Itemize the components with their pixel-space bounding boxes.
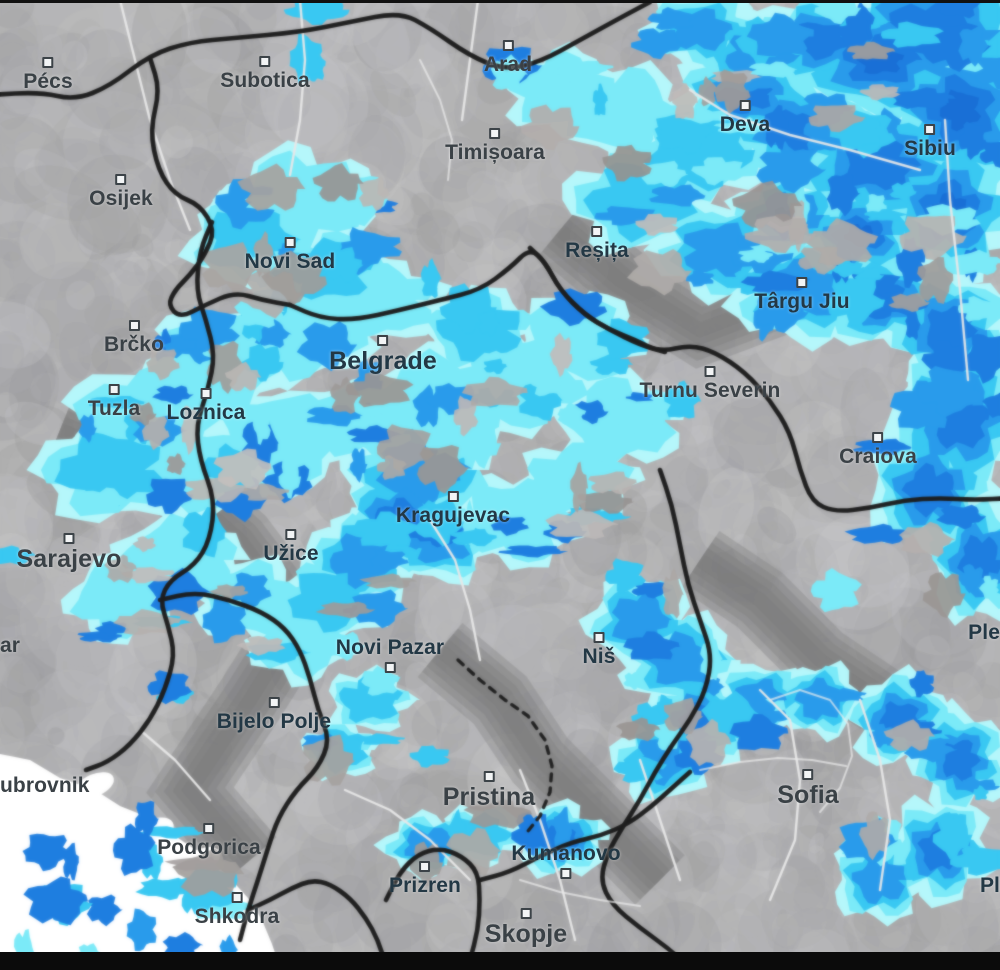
city-marker-icon <box>872 432 884 443</box>
city-name: Shkodra <box>194 905 280 928</box>
city-marker-icon <box>284 237 296 248</box>
city-name: Belgrade <box>329 347 437 375</box>
city-label-arad[interactable]: Arad <box>484 40 532 75</box>
city-label-ple[interactable]: Ple <box>968 622 1000 643</box>
city-label-craiova[interactable]: Craiova <box>839 432 917 467</box>
city-name: Târgu Jiu <box>754 290 850 313</box>
city-label-u-ice[interactable]: Užice <box>263 529 319 565</box>
city-label-ubrovnik[interactable]: ubrovnik <box>0 775 89 796</box>
city-name: Subotica <box>220 69 310 92</box>
city-label-ar[interactable]: ar <box>0 635 20 656</box>
city-label-p-cs[interactable]: Pécs <box>23 57 73 93</box>
city-marker-icon <box>802 769 814 780</box>
city-label-deva[interactable]: Deva <box>720 100 771 135</box>
city-label-sofia[interactable]: Sofia <box>777 769 839 808</box>
city-marker-icon <box>489 128 501 139</box>
city-marker-icon <box>796 277 808 288</box>
city-name: Craiova <box>839 445 917 468</box>
city-marker-icon <box>268 697 280 708</box>
city-name: Tuzla <box>87 397 141 420</box>
city-marker-icon <box>128 320 140 331</box>
city-label-sibiu[interactable]: Sibiu <box>904 124 956 159</box>
city-label-osijek[interactable]: Osijek <box>89 174 153 209</box>
city-label-kragujevac[interactable]: Kragujevac <box>396 491 510 526</box>
city-marker-icon <box>560 868 572 879</box>
city-name: Bijelo Polje <box>216 710 332 733</box>
city-name: Arad <box>483 53 533 76</box>
city-name: Reșița <box>565 239 629 262</box>
city-name: Prizren <box>389 874 461 897</box>
city-label-re-i-a[interactable]: Reșița <box>565 226 629 261</box>
city-label-t-rgu-jiu[interactable]: Târgu Jiu <box>754 277 850 313</box>
city-label-prizren[interactable]: Prizren <box>389 861 461 896</box>
city-label-tuzla[interactable]: Tuzla <box>88 384 141 419</box>
city-marker-icon <box>108 384 120 395</box>
city-marker-icon <box>285 529 297 540</box>
city-name: Ple <box>968 621 1000 644</box>
city-label-novi-pazar[interactable]: Novi Pazar <box>336 637 444 673</box>
city-name: Pl <box>979 874 1000 897</box>
city-name: Sofia <box>777 781 839 809</box>
city-marker-icon <box>115 174 127 185</box>
city-name: Skopje <box>484 920 568 948</box>
city-name: Užice <box>263 542 319 565</box>
city-name: Timișoara <box>445 141 545 164</box>
city-name: Novi Sad <box>244 250 336 273</box>
city-marker-icon <box>384 662 396 673</box>
city-marker-icon <box>259 56 271 67</box>
city-label-sarajevo[interactable]: Sarajevo <box>16 533 121 572</box>
city-label-timi-oara[interactable]: Timișoara <box>445 128 545 163</box>
city-label-bijelo-polje[interactable]: Bijelo Polje <box>217 697 331 732</box>
city-label-shkodra[interactable]: Shkodra <box>195 892 280 927</box>
city-label-loznica[interactable]: Loznica <box>167 388 246 423</box>
city-name: Turnu Severin <box>639 379 781 402</box>
city-marker-icon <box>502 40 514 51</box>
bottom-letterbox-bar <box>0 952 1000 970</box>
city-label-novi-sad[interactable]: Novi Sad <box>245 237 336 272</box>
city-name: Sibiu <box>904 137 956 160</box>
city-marker-icon <box>419 861 431 872</box>
city-label-kumanovo[interactable]: Kumanovo <box>511 842 621 879</box>
city-marker-icon <box>483 771 495 782</box>
city-label-turnu-severin[interactable]: Turnu Severin <box>640 366 781 401</box>
city-marker-icon <box>591 226 603 237</box>
city-marker-icon <box>377 335 389 346</box>
city-name: Pécs <box>23 70 73 93</box>
city-name: Kumanovo <box>511 842 621 865</box>
city-name: Sarajevo <box>16 545 122 573</box>
city-label-skopje[interactable]: Skopje <box>485 908 568 947</box>
city-label-ni[interactable]: Niš <box>583 632 616 667</box>
top-letterbox-bar <box>0 0 1000 3</box>
city-marker-icon <box>520 908 532 919</box>
city-name: Loznica <box>166 401 246 424</box>
city-label-pristina[interactable]: Pristina <box>443 771 536 810</box>
city-name: Niš <box>582 645 616 668</box>
city-marker-icon <box>200 388 212 399</box>
city-label-pl[interactable]: Pl <box>980 875 1000 896</box>
city-marker-icon <box>924 124 936 135</box>
city-label-belgrade[interactable]: Belgrade <box>329 335 437 374</box>
city-name: Deva <box>719 113 771 136</box>
city-marker-icon <box>739 100 751 111</box>
city-name: ubrovnik <box>0 774 90 797</box>
city-marker-icon <box>231 892 243 903</box>
city-marker-icon <box>203 823 215 834</box>
city-label-subotica[interactable]: Subotica <box>220 56 310 92</box>
city-name: ar <box>0 634 21 657</box>
city-marker-icon <box>447 491 459 502</box>
city-marker-icon <box>63 533 75 544</box>
city-marker-icon <box>42 57 54 68</box>
city-name: Kragujevac <box>395 504 511 527</box>
city-marker-icon <box>704 366 716 377</box>
city-name: Novi Pazar <box>335 636 445 659</box>
city-marker-icon <box>593 632 605 643</box>
city-name: Osijek <box>89 187 153 210</box>
city-label-podgorica[interactable]: Podgorica <box>157 823 261 858</box>
city-name: Podgorica <box>157 836 261 859</box>
city-label-br-ko[interactable]: Brčko <box>104 320 164 355</box>
city-name: Brčko <box>103 333 165 356</box>
city-name: Pristina <box>442 783 536 811</box>
